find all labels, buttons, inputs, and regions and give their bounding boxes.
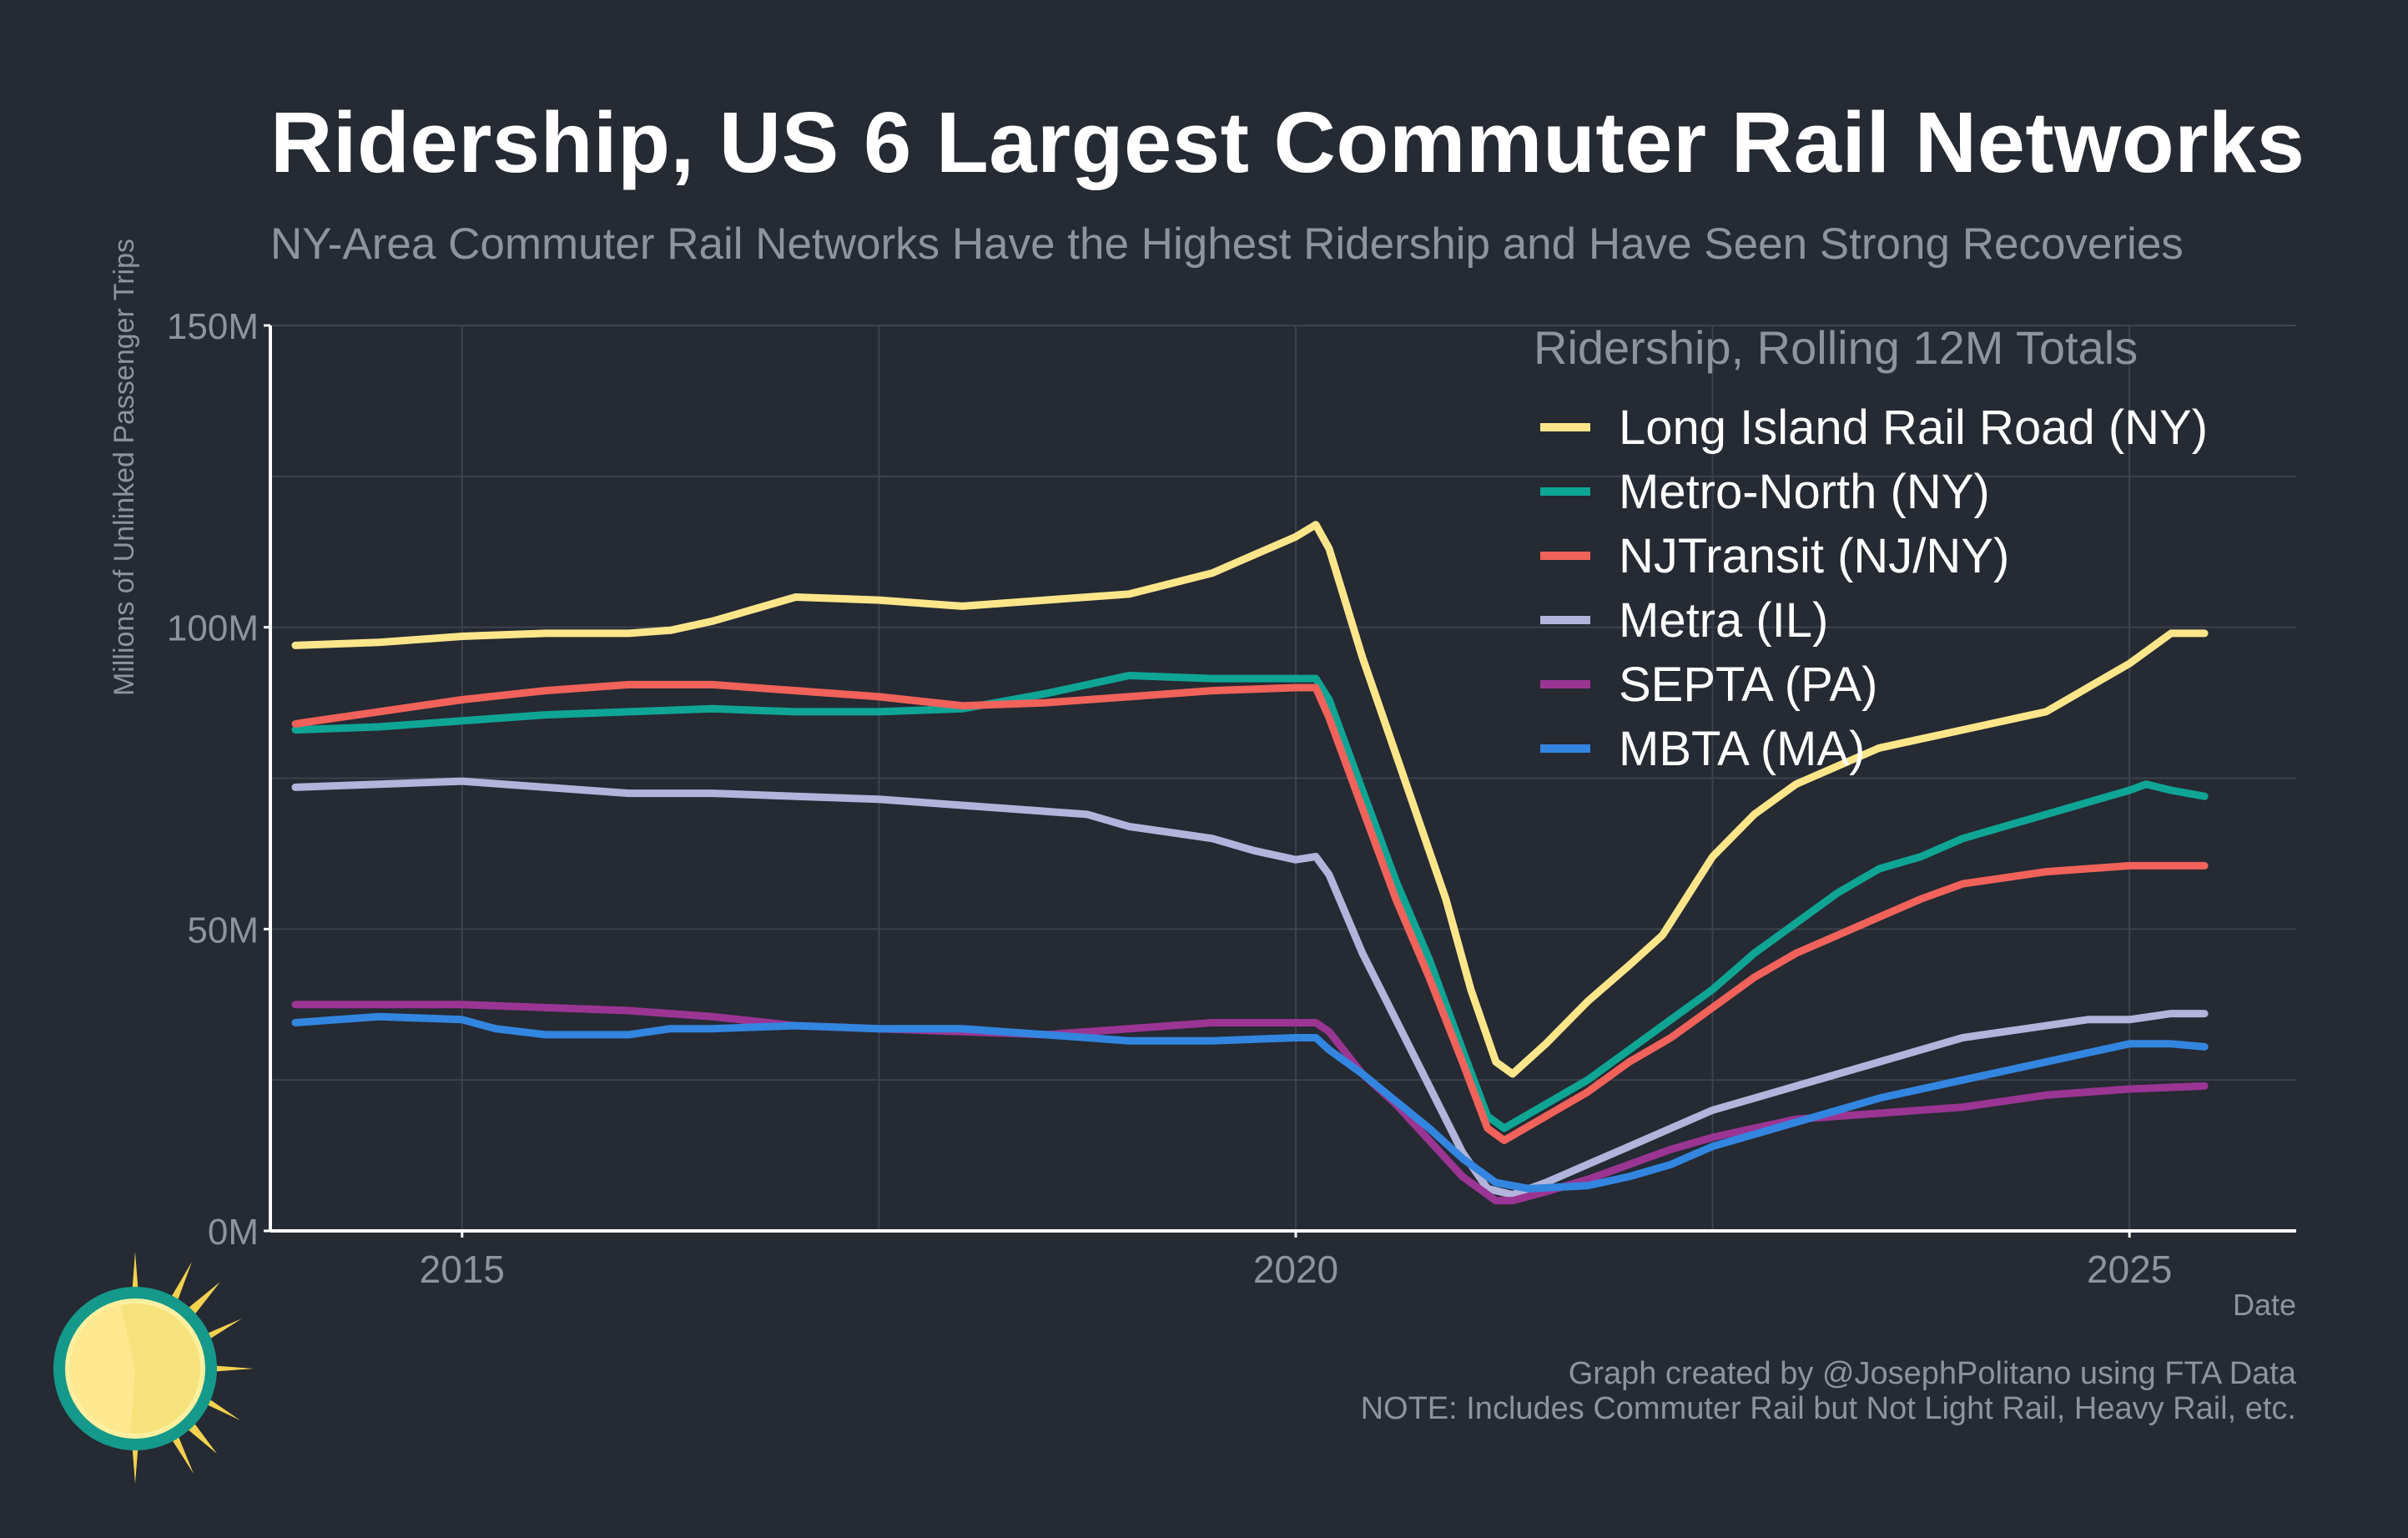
legend-label: SEPTA (PA) [1619, 658, 1877, 712]
y-tick-label: 100M [167, 608, 259, 649]
y-tick-label: 0M [208, 1212, 259, 1253]
legend-title: Ridership, Rolling 12M Totals [1534, 321, 2138, 374]
y-tick-label: 50M [187, 910, 259, 951]
legend-label: MBTA (MA) [1619, 722, 1865, 776]
series-lines [291, 521, 2209, 1205]
axes: 0M 50M 100M 150M 2015 2020 2025 [167, 306, 2296, 1291]
chart-title: Ridership, US 6 Largest Commuter Rail Ne… [270, 94, 2305, 190]
series-line [291, 777, 2209, 1199]
series-line [291, 521, 2209, 1078]
x-tick-label: 2020 [1253, 1248, 1338, 1291]
legend-label: NJTransit (NJ/NY) [1619, 529, 2009, 583]
series-line [291, 680, 2209, 1144]
series-line [291, 672, 2209, 1132]
grid-lines [270, 325, 2296, 1232]
legend-label: Metro-North (NY) [1619, 465, 1990, 519]
y-tick-label: 150M [167, 306, 259, 347]
x-axis-label: Date [2233, 1288, 2296, 1322]
sun-logo-icon [53, 1252, 254, 1484]
x-tick-label: 2015 [420, 1248, 505, 1291]
legend-label: Long Island Rail Road (NY) [1619, 401, 2208, 455]
y-axis-label: Millions of Unlinked Passenger Trips [108, 239, 140, 696]
series-line [291, 1012, 2209, 1193]
chart-subtitle: NY-Area Commuter Rail Networks Have the … [270, 219, 2184, 269]
legend: Ridership, Rolling 12M Totals Long Island… [1534, 321, 2208, 776]
legend-label: Metra (IL) [1619, 593, 1828, 648]
footer-credit: Graph created by @JosephPolitano using F… [1568, 1356, 2296, 1391]
footer-note: NOTE: Includes Commuter Rail but Not Lig… [1360, 1391, 2296, 1426]
x-tick-label: 2025 [2087, 1248, 2172, 1291]
